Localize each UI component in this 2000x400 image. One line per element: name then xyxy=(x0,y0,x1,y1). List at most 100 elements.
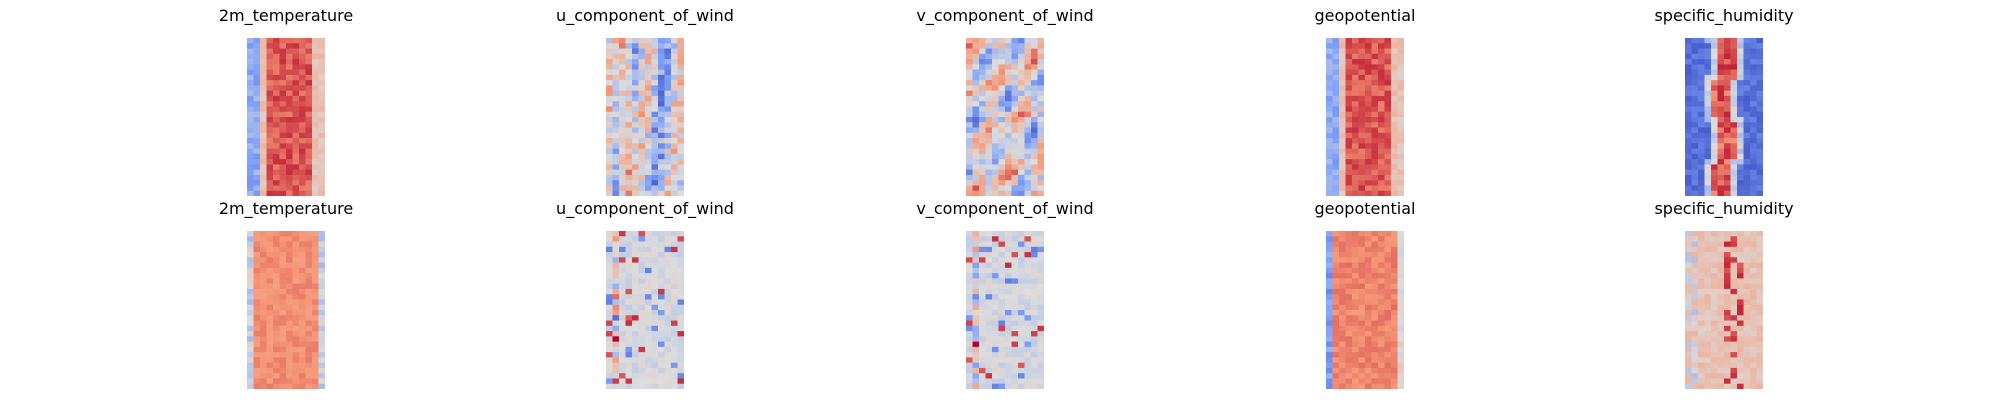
heatmap-cell xyxy=(1011,304,1019,311)
heatmap-cell xyxy=(286,352,293,358)
heatmap-cell xyxy=(1743,346,1751,353)
heatmap-cell xyxy=(286,59,293,65)
heatmap-cell xyxy=(979,236,986,242)
heatmap-cell xyxy=(1397,278,1404,285)
heatmap-cell xyxy=(658,241,665,248)
heatmap-cell xyxy=(985,283,993,290)
heatmap-cell xyxy=(273,53,280,60)
heatmap-cell xyxy=(1018,90,1025,97)
heatmap-cell xyxy=(299,336,306,342)
heatmap-cell xyxy=(1345,174,1353,181)
heatmap-cell xyxy=(1339,85,1346,92)
heatmap-cell xyxy=(299,53,306,60)
heatmap-cell xyxy=(651,101,659,107)
heatmap-cell xyxy=(1704,231,1712,237)
heatmap-cell xyxy=(664,346,672,353)
heatmap-cell xyxy=(253,164,261,171)
heatmap-cell xyxy=(1737,127,1744,134)
heatmap-cell xyxy=(619,185,626,192)
heatmap-cell xyxy=(1698,246,1705,253)
heatmap-cell xyxy=(671,267,678,274)
heatmap-cell xyxy=(1339,43,1346,49)
heatmap-cell xyxy=(1724,185,1731,192)
heatmap-cell xyxy=(1011,64,1019,70)
heatmap-cell xyxy=(1378,153,1385,160)
heatmap-cell xyxy=(677,383,684,389)
heatmap-cell xyxy=(1730,283,1738,290)
heatmap-cell xyxy=(312,111,319,118)
heatmap-cell xyxy=(671,331,678,337)
heatmap-cell xyxy=(273,336,280,342)
heatmap-cell xyxy=(292,357,300,364)
heatmap-cell xyxy=(1698,164,1705,171)
heatmap-cell xyxy=(1737,53,1744,60)
heatmap-cell xyxy=(1685,138,1692,144)
heatmap-cell xyxy=(1371,331,1379,337)
heatmap-cell xyxy=(1332,190,1340,196)
heatmap-cell xyxy=(1743,246,1751,253)
heatmap-cell xyxy=(658,90,665,97)
heatmap-cell xyxy=(1743,262,1751,269)
heatmap-cell xyxy=(619,278,626,285)
heatmap-cell xyxy=(664,85,672,92)
heatmap-cell xyxy=(1756,352,1763,358)
heatmap-cell xyxy=(279,185,287,192)
heatmap-cell xyxy=(1743,153,1751,160)
heatmap-cell xyxy=(1711,241,1718,248)
heatmap-cell xyxy=(632,267,639,274)
heatmap-cell xyxy=(1704,132,1712,139)
heatmap-cell xyxy=(1711,231,1718,237)
heatmap-cell xyxy=(1724,127,1731,134)
heatmap-cell xyxy=(253,122,261,128)
heatmap-cell xyxy=(273,38,280,44)
heatmap-cell xyxy=(1691,373,1699,379)
heatmap-cell xyxy=(1737,180,1744,186)
heatmap-cell xyxy=(279,257,287,263)
heatmap-cell xyxy=(972,304,980,311)
heatmap-cell xyxy=(286,74,293,81)
heatmap-cell xyxy=(1332,336,1340,342)
heatmap-cell xyxy=(972,153,980,160)
heatmap-cell xyxy=(1756,267,1763,274)
heatmap-cell xyxy=(299,164,306,171)
heatmap-cell xyxy=(1704,164,1712,171)
heatmap-cell xyxy=(658,315,665,321)
heatmap-cell xyxy=(1024,48,1032,55)
heatmap-cell xyxy=(286,320,293,327)
panel-specific-humidity-row1: specific_humidity xyxy=(1654,6,1794,196)
heatmap-cell xyxy=(1011,352,1019,358)
heatmap-cell xyxy=(671,48,678,55)
heatmap-cell xyxy=(1730,367,1738,374)
heatmap-cell xyxy=(260,111,267,118)
heatmap-cell xyxy=(1005,325,1012,332)
heatmap-cell xyxy=(299,101,306,107)
heatmap-cell xyxy=(1737,357,1744,364)
heatmap-cell xyxy=(1037,341,1044,348)
heatmap-cell xyxy=(1698,138,1705,144)
heatmap-cell xyxy=(625,257,633,263)
heatmap-cell xyxy=(1743,383,1751,389)
heatmap-cell xyxy=(992,320,999,327)
heatmap-cell xyxy=(671,169,678,176)
heatmap-cell xyxy=(985,241,993,248)
heatmap-cell xyxy=(1384,373,1392,379)
heatmap-v-component-of-wind-row2 xyxy=(966,231,1044,389)
heatmap-cell xyxy=(286,236,293,242)
heatmap-cell xyxy=(1704,180,1712,186)
heatmap-cell xyxy=(1743,310,1751,316)
heatmap-cell xyxy=(1332,164,1340,171)
heatmap-cell xyxy=(1750,48,1757,55)
heatmap-cell xyxy=(1037,331,1044,337)
heatmap-cell xyxy=(645,169,652,176)
heatmap-cell xyxy=(1743,74,1751,81)
heatmap-cell xyxy=(1011,69,1019,76)
heatmap-cell xyxy=(1371,90,1379,97)
heatmap-cell xyxy=(1698,315,1705,321)
heatmap-cell xyxy=(260,53,267,60)
heatmap-cell xyxy=(1704,320,1712,327)
heatmap-cell xyxy=(273,383,280,389)
heatmap-cell xyxy=(1724,74,1731,81)
heatmap-cell xyxy=(972,164,980,171)
heatmap-cell xyxy=(279,101,287,107)
heatmap-cell xyxy=(279,325,287,332)
